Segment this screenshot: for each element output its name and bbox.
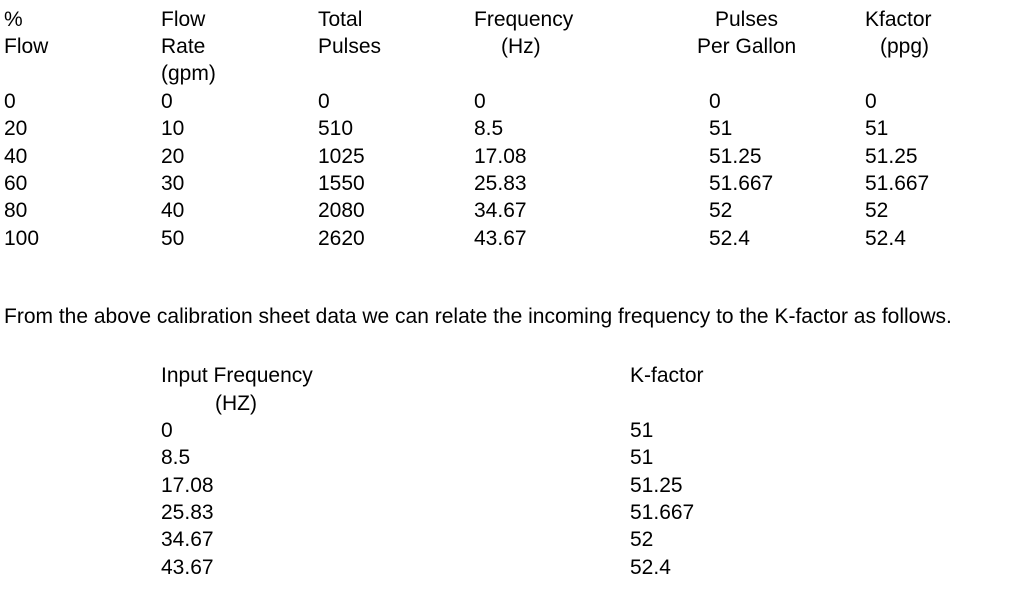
table-cell: 52.4 bbox=[865, 227, 906, 250]
table-cell: 51.25 bbox=[630, 474, 683, 497]
header-input-frequency-line-2: (HZ) bbox=[215, 392, 257, 415]
header-pulses-per-gallon-line-2: Per Gallon bbox=[697, 35, 797, 58]
table-cell: 50 bbox=[161, 227, 185, 250]
table-cell: 51.667 bbox=[865, 172, 930, 195]
header-flow-rate-line-1: Flow bbox=[161, 8, 206, 31]
table-cell: 60 bbox=[4, 172, 28, 195]
header-percent-flow-line-2: Flow bbox=[4, 35, 49, 58]
table-cell: 1550 bbox=[318, 172, 365, 195]
table-cell: 40 bbox=[161, 199, 185, 222]
table-cell: 20 bbox=[4, 117, 28, 140]
header-kfactor-line-1: Kfactor bbox=[865, 8, 932, 31]
header-kfactor-line-2: (ppg) bbox=[880, 35, 930, 58]
header-input-frequency-line-1: Input Frequency bbox=[161, 364, 313, 387]
table-cell: 52.4 bbox=[630, 556, 671, 579]
header-k-factor: K-factor bbox=[630, 364, 704, 387]
table-cell: 51.25 bbox=[709, 145, 762, 168]
table-cell: 0 bbox=[318, 90, 330, 113]
table-cell: 52 bbox=[865, 199, 889, 222]
header-total-pulses-line-1: Total bbox=[318, 8, 363, 31]
table-cell: 80 bbox=[4, 199, 28, 222]
table-cell: 100 bbox=[4, 227, 40, 250]
table-cell: 51 bbox=[630, 419, 654, 442]
table-cell: 0 bbox=[865, 90, 877, 113]
table-cell: 43.67 bbox=[474, 227, 527, 250]
table-cell: 43.67 bbox=[161, 556, 214, 579]
table-cell: 34.67 bbox=[474, 199, 527, 222]
table-cell: 52.4 bbox=[709, 227, 750, 250]
table-cell: 17.08 bbox=[161, 474, 214, 497]
table-cell: 2620 bbox=[318, 227, 365, 250]
table-cell: 8.5 bbox=[161, 446, 191, 469]
table-cell: 40 bbox=[4, 145, 28, 168]
table-cell: 20 bbox=[161, 145, 185, 168]
table-cell: 0 bbox=[161, 419, 173, 442]
table-cell: 0 bbox=[474, 90, 486, 113]
header-frequency-line-1: Frequency bbox=[474, 8, 574, 31]
table-cell: 51 bbox=[865, 117, 889, 140]
table-cell: 51 bbox=[630, 446, 654, 469]
header-total-pulses-line-2: Pulses bbox=[318, 35, 382, 58]
table-cell: 51.667 bbox=[709, 172, 774, 195]
header-flow-rate-line-3: (gpm) bbox=[161, 62, 216, 85]
table-cell: 510 bbox=[318, 117, 354, 140]
header-percent-flow-line-1: % bbox=[4, 8, 23, 31]
table-cell: 25.83 bbox=[161, 501, 214, 524]
header-flow-rate-line-2: Rate bbox=[161, 35, 206, 58]
table-cell: 8.5 bbox=[474, 117, 504, 140]
table-cell: 51.667 bbox=[630, 501, 695, 524]
table-cell: 25.83 bbox=[474, 172, 527, 195]
header-frequency-line-2: (Hz) bbox=[501, 35, 541, 58]
table-cell: 10 bbox=[161, 117, 185, 140]
calibration-paragraph: From the above calibration sheet data we… bbox=[4, 305, 952, 328]
header-pulses-per-gallon-line-1: Pulses bbox=[715, 8, 779, 31]
table-cell: 0 bbox=[4, 90, 16, 113]
table-cell: 52 bbox=[630, 528, 654, 551]
table-cell: 0 bbox=[709, 90, 721, 113]
table-cell: 51.25 bbox=[865, 145, 918, 168]
table-cell: 34.67 bbox=[161, 528, 214, 551]
table-cell: 52 bbox=[709, 199, 733, 222]
table-cell: 17.08 bbox=[474, 145, 527, 168]
table-cell: 51 bbox=[709, 117, 733, 140]
table-cell: 1025 bbox=[318, 145, 365, 168]
table-cell: 2080 bbox=[318, 199, 365, 222]
table-cell: 0 bbox=[161, 90, 173, 113]
table-cell: 30 bbox=[161, 172, 185, 195]
